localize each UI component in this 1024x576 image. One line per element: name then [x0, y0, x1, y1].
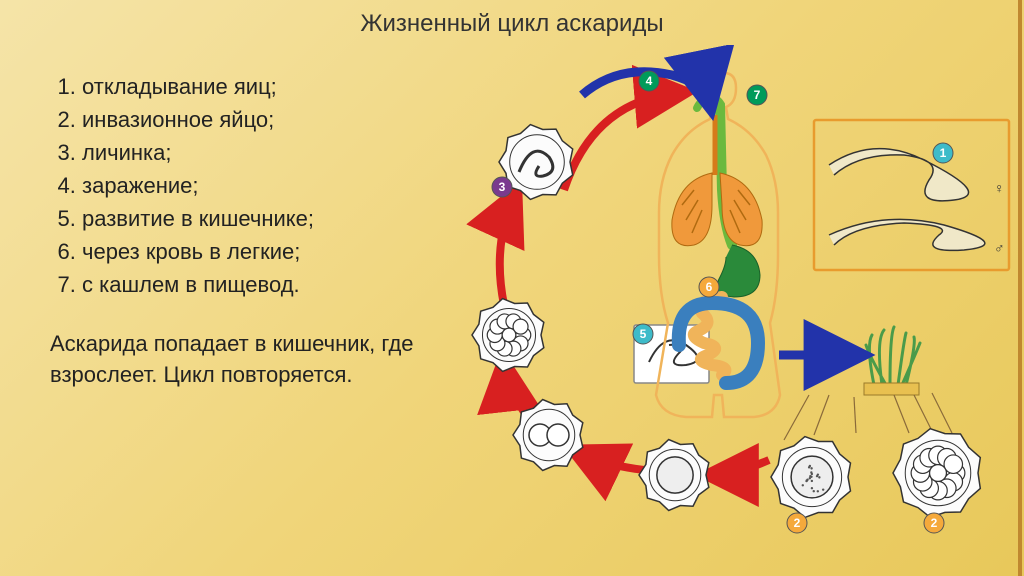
svg-text:6: 6 [706, 280, 713, 294]
grass-icon [866, 327, 920, 385]
stage-marker: 6 [699, 277, 719, 297]
male-worm-icon [829, 219, 985, 250]
lifecycle-diagram: ♀ ♂ [454, 45, 1024, 565]
list-item: с кашлем в пищевод. [82, 268, 440, 301]
stage-marker: 3 [492, 177, 512, 197]
stage-marker: 1 [933, 143, 953, 163]
summary-paragraph: Аскарида попадает в кишечник, где взросл… [50, 329, 440, 391]
adult-worm-box: ♀ ♂ [814, 120, 1009, 270]
svg-text:2: 2 [931, 516, 938, 530]
stage-marker: 7 [747, 85, 767, 105]
svg-text:♂: ♂ [994, 240, 1005, 256]
lifecycle-list: откладывание яиц; инвазионное яйцо; личи… [50, 70, 440, 301]
stomach-icon [717, 245, 760, 297]
egg-stage [472, 299, 544, 372]
svg-text:1: 1 [940, 146, 947, 160]
list-item: откладывание яиц; [82, 70, 440, 103]
list-item: развитие в кишечнике; [82, 202, 440, 235]
stage-marker: 2 [787, 513, 807, 533]
egg-stage [639, 440, 709, 511]
svg-text:5: 5 [640, 327, 647, 341]
soil-plant [784, 327, 952, 440]
egg-stage [893, 429, 980, 518]
list-item: личинка; [82, 136, 440, 169]
stage-marker: 2 [924, 513, 944, 533]
svg-text:2: 2 [794, 516, 801, 530]
text-block: откладывание яиц; инвазионное яйцо; личи… [50, 70, 440, 391]
page-title: Жизненный цикл аскариды [0, 10, 1024, 38]
list-item: через кровь в легкие; [82, 235, 440, 268]
egg-stage [771, 437, 851, 518]
right-border [1018, 0, 1022, 576]
list-item: инвазионное яйцо; [82, 103, 440, 136]
stage-marker: 5 [633, 324, 653, 344]
list-item: заражение; [82, 169, 440, 202]
svg-text:♀: ♀ [994, 180, 1005, 196]
stage-marker: 4 [639, 71, 659, 91]
svg-text:4: 4 [646, 74, 653, 88]
svg-text:7: 7 [754, 88, 761, 102]
svg-text:3: 3 [499, 180, 506, 194]
